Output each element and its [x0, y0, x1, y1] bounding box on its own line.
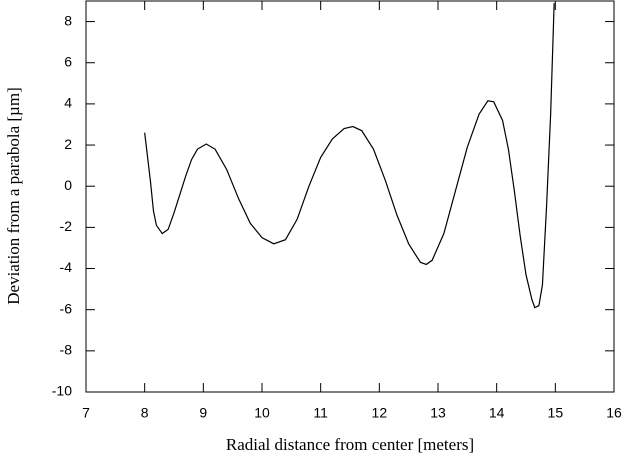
plot-frame — [85, 0, 615, 393]
y-tick-label: 4 — [64, 95, 72, 111]
x-tick-label: 9 — [199, 405, 207, 421]
x-tick-label: 7 — [82, 405, 90, 421]
x-tick-label: 14 — [489, 405, 505, 421]
y-tick-label: -2 — [60, 218, 73, 234]
y-tick-label: -8 — [60, 342, 73, 358]
data-line — [144, 3, 555, 309]
x-tick-label: 15 — [548, 405, 564, 421]
y-tick-label: 0 — [64, 177, 72, 193]
x-tick-label: 10 — [254, 405, 270, 421]
y-tick-label: -4 — [60, 259, 73, 275]
y-tick-label: 6 — [64, 53, 72, 69]
x-tick-label: 11 — [313, 405, 328, 421]
x-axis-label: Radial distance from center [meters] — [226, 435, 474, 454]
x-tick-label: 13 — [430, 405, 446, 421]
x-tick-label: 8 — [141, 405, 149, 421]
y-tick-label: 2 — [64, 136, 72, 152]
y-tick-label: -6 — [60, 300, 73, 316]
y-axis-label: Deviation from a parabola [µm] — [4, 87, 23, 305]
x-tick-label: 12 — [372, 405, 388, 421]
y-tick-label: -10 — [52, 383, 72, 399]
x-tick-label: 16 — [606, 405, 622, 421]
y-tick-label: 8 — [64, 12, 72, 28]
